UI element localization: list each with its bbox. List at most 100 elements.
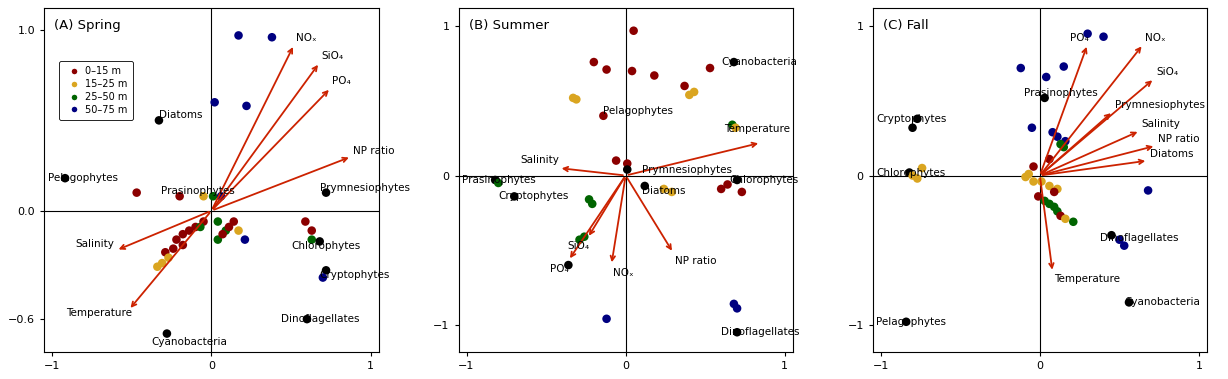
Point — [156, 249, 176, 255]
Text: PO₄: PO₄ — [550, 263, 569, 274]
Point — [205, 99, 225, 105]
Point — [157, 330, 177, 337]
Text: NOₓ: NOₓ — [296, 33, 317, 43]
Point — [564, 95, 583, 101]
Point — [185, 224, 205, 230]
Point — [317, 190, 336, 196]
Point — [907, 175, 927, 182]
Point — [618, 166, 637, 172]
Point — [1032, 179, 1051, 185]
Point — [173, 242, 193, 248]
Point — [700, 65, 720, 71]
Point — [1047, 208, 1067, 215]
Point — [618, 161, 637, 167]
Point — [1056, 138, 1076, 144]
Text: (B) Summer: (B) Summer — [469, 19, 549, 31]
Point — [173, 231, 193, 237]
Point — [158, 255, 178, 261]
Point — [607, 158, 626, 164]
Text: Chlorophytes: Chlorophytes — [876, 168, 946, 177]
Text: Diatoms: Diatoms — [641, 186, 685, 196]
Point — [1036, 74, 1056, 80]
Point — [679, 92, 699, 98]
Point — [727, 177, 747, 183]
Point — [309, 238, 329, 244]
Text: Temperature: Temperature — [725, 124, 791, 134]
Point — [711, 186, 731, 192]
Point — [169, 193, 189, 199]
Text: Prasinophytes: Prasinophytes — [161, 186, 235, 196]
Point — [219, 224, 238, 230]
Point — [1051, 213, 1071, 219]
Point — [1110, 236, 1130, 243]
Text: Prasinophytes: Prasinophytes — [462, 175, 535, 185]
Point — [1019, 171, 1039, 177]
Text: Prymnesiophytes: Prymnesiophytes — [641, 164, 732, 175]
Text: Cryptophytes: Cryptophytes — [876, 114, 947, 124]
Text: Dinoflagellates: Dinoflagellates — [721, 327, 799, 337]
Text: Chlorophytes: Chlorophytes — [291, 241, 360, 251]
Text: NP ratio: NP ratio — [675, 256, 716, 266]
Point — [149, 117, 168, 124]
Point — [903, 125, 922, 131]
Text: NOₓ: NOₓ — [613, 268, 634, 278]
Point — [216, 227, 236, 233]
Point — [575, 234, 594, 240]
Point — [1024, 163, 1044, 169]
Text: Diatoms: Diatoms — [1149, 149, 1194, 159]
Point — [580, 196, 599, 202]
Text: PO₄: PO₄ — [1071, 33, 1089, 43]
Text: Temperature: Temperature — [1054, 274, 1120, 284]
Text: Diatoms: Diatoms — [158, 110, 203, 121]
Text: NP ratio: NP ratio — [1158, 134, 1199, 144]
Point — [152, 260, 172, 266]
Point — [302, 236, 322, 243]
Text: Pelagophytes: Pelagophytes — [48, 173, 118, 183]
Point — [297, 316, 317, 322]
Point — [1022, 125, 1041, 131]
Point — [635, 183, 655, 189]
Text: SiO₄: SiO₄ — [567, 241, 589, 251]
Point — [725, 301, 744, 307]
Point — [1011, 65, 1030, 71]
Point — [559, 262, 578, 268]
Point — [1051, 141, 1071, 147]
Point — [896, 319, 916, 325]
Text: Cryptophytes: Cryptophytes — [499, 191, 569, 201]
Point — [55, 175, 75, 181]
Point — [1035, 198, 1055, 204]
Text: (A) Spring: (A) Spring — [54, 19, 122, 31]
Point — [912, 165, 932, 171]
Point — [727, 305, 747, 312]
Point — [147, 264, 167, 270]
Text: Dinoflagellates: Dinoflagellates — [1100, 233, 1179, 243]
Point — [223, 219, 243, 225]
Point — [597, 66, 616, 72]
Text: Cryptophytes: Cryptophytes — [319, 270, 391, 280]
Point — [1028, 193, 1047, 199]
Text: SiO₄: SiO₄ — [322, 51, 344, 61]
Point — [194, 193, 214, 199]
Point — [208, 236, 227, 243]
Point — [1016, 174, 1035, 180]
Text: Salinity: Salinity — [1142, 119, 1180, 129]
Point — [1114, 243, 1133, 249]
Point — [1063, 219, 1083, 225]
Point — [593, 113, 613, 119]
Point — [1024, 179, 1044, 185]
Point — [1102, 232, 1121, 238]
Text: Salinity: Salinity — [75, 239, 114, 249]
Point — [1054, 64, 1073, 70]
Point — [485, 177, 505, 183]
Point — [732, 189, 752, 195]
Text: Prymnesiophytes: Prymnesiophytes — [1115, 100, 1205, 110]
Point — [907, 116, 927, 122]
Point — [1078, 31, 1098, 37]
Text: Pelagophytes: Pelagophytes — [876, 317, 946, 327]
Point — [126, 190, 146, 196]
Point — [662, 189, 682, 195]
Point — [1044, 189, 1063, 195]
Text: Pelagophytes: Pelagophytes — [603, 106, 673, 116]
Point — [228, 227, 248, 233]
Point — [903, 172, 922, 179]
